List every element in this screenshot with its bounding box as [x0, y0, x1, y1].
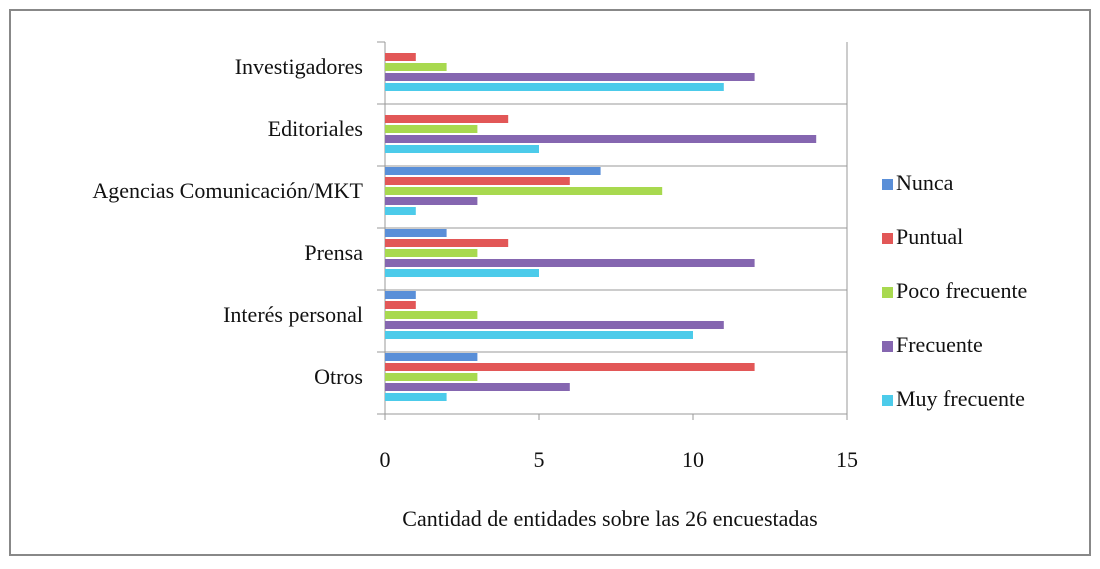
bar: [385, 311, 478, 319]
bar: [385, 197, 478, 205]
chart-frame: [9, 9, 1091, 556]
x-axis-label: Cantidad de entidades sobre las 26 encue…: [402, 506, 817, 531]
bar: [385, 321, 724, 329]
x-tick-label: 10: [682, 447, 704, 472]
bar: [385, 229, 447, 237]
bar: [385, 331, 693, 339]
bar: [385, 63, 447, 71]
bar: [385, 363, 755, 371]
bar: [385, 373, 478, 381]
y-tick-label: Prensa: [304, 240, 363, 265]
x-tick-label: 15: [836, 447, 858, 472]
legend-swatch: [882, 395, 893, 406]
y-tick-label: Otros: [314, 364, 363, 389]
bar: [385, 53, 416, 61]
bar: [385, 291, 416, 299]
legend-label: Nunca: [896, 170, 954, 195]
legend-label: Frecuente: [896, 332, 983, 357]
bar: [385, 393, 447, 401]
legend-swatch: [882, 179, 893, 190]
x-tick-label: 5: [534, 447, 545, 472]
bar: [385, 177, 570, 185]
bar: [385, 207, 416, 215]
bar: [385, 145, 539, 153]
bar: [385, 259, 755, 267]
legend-swatch: [882, 287, 893, 298]
y-tick-label: Interés personal: [223, 302, 363, 327]
y-tick-label: Agencias Comunicación/MKT: [92, 178, 363, 203]
legend-label: Puntual: [896, 224, 963, 249]
legend-label: Poco frecuente: [896, 278, 1027, 303]
bar: [385, 249, 478, 257]
bar: [385, 301, 416, 309]
legend-swatch: [882, 233, 893, 244]
y-tick-label: Investigadores: [235, 54, 363, 79]
bar: [385, 167, 601, 175]
x-tick-label: 0: [380, 447, 391, 472]
bar: [385, 269, 539, 277]
legend-label: Muy frecuente: [896, 386, 1025, 411]
bar: [385, 83, 724, 91]
bar: [385, 187, 663, 195]
bar: [385, 383, 570, 391]
bar: [385, 73, 755, 81]
bar: [385, 125, 478, 133]
legend-swatch: [882, 341, 893, 352]
bar: [385, 239, 509, 247]
y-tick-label: Editoriales: [268, 116, 363, 141]
bar: [385, 353, 478, 361]
bar: [385, 115, 509, 123]
bar: [385, 135, 817, 143]
